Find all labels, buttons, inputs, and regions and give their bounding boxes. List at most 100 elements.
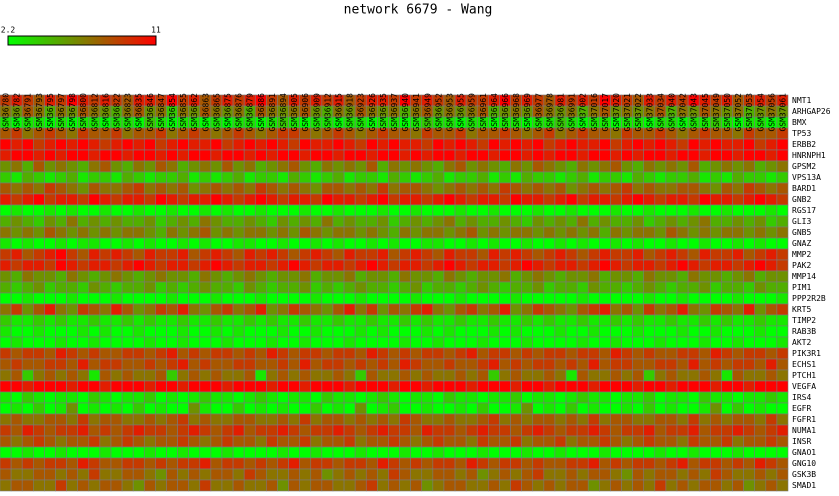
heatmap-cell — [121, 226, 134, 239]
heatmap-cell — [343, 270, 356, 283]
column-label: GSM37034 — [656, 93, 665, 132]
heatmap-cell — [310, 336, 323, 349]
heatmap-cell — [177, 358, 189, 371]
heatmap-cell — [621, 138, 633, 151]
heatmap-cell — [687, 226, 700, 239]
heatmap-cell — [465, 160, 478, 173]
heatmap-cell — [687, 314, 700, 327]
heatmap-cell — [288, 292, 300, 305]
heatmap-cell — [610, 182, 622, 195]
heatmap-cell — [521, 347, 534, 360]
heatmap-cell — [88, 281, 101, 294]
heatmap-cell — [665, 226, 678, 239]
heatmap-cell — [454, 281, 467, 294]
heatmap-cell — [66, 193, 78, 206]
heatmap-cell — [721, 347, 733, 360]
heatmap-cell — [488, 314, 500, 327]
heatmap-cell — [665, 259, 678, 272]
row-label: GNB5 — [792, 228, 811, 237]
heatmap-cell — [776, 435, 789, 448]
heatmap-cell — [676, 468, 689, 481]
heatmap-cell — [610, 314, 622, 327]
heatmap-cell — [0, 402, 12, 415]
heatmap-cell — [254, 193, 267, 206]
heatmap-cell — [499, 380, 511, 393]
heatmap-cell — [454, 182, 467, 195]
heatmap-cell — [188, 479, 201, 492]
row-label: GSK3B — [792, 470, 816, 479]
heatmap-cell — [454, 138, 467, 151]
heatmap-cell — [343, 435, 356, 448]
heatmap-cell — [510, 435, 522, 448]
heatmap-cell — [554, 424, 567, 437]
heatmap-cell — [687, 435, 700, 448]
heatmap-cell — [488, 369, 500, 382]
heatmap-cell — [199, 468, 212, 481]
heatmap-cell — [576, 479, 589, 492]
heatmap-cell — [177, 237, 189, 250]
heatmap-cell — [554, 292, 567, 305]
heatmap-cell — [521, 226, 534, 239]
heatmap-cell — [443, 160, 456, 173]
heatmap-cell — [77, 479, 90, 492]
heatmap-cell — [354, 259, 367, 272]
heatmap-cell — [676, 237, 689, 250]
heatmap-cell — [188, 171, 201, 184]
heatmap-cell — [254, 215, 267, 228]
heatmap-cell — [554, 259, 567, 272]
column-label: GSM36952 — [434, 93, 443, 132]
heatmap-cell — [388, 380, 400, 393]
heatmap-cell — [210, 182, 223, 195]
heatmap-cell — [510, 182, 522, 195]
heatmap-cell — [155, 380, 167, 393]
heatmap-cell — [77, 314, 90, 327]
heatmap-cell — [210, 457, 223, 470]
heatmap-cell — [121, 457, 134, 470]
heatmap-cell — [565, 479, 578, 492]
heatmap-cell — [421, 259, 434, 272]
heatmap-cell — [721, 380, 733, 393]
heatmap-cell — [277, 336, 289, 349]
heatmap-cell — [199, 380, 212, 393]
heatmap-cell — [599, 160, 611, 173]
heatmap-cell — [532, 138, 545, 151]
heatmap-cell — [210, 424, 223, 437]
heatmap-cell — [721, 336, 733, 349]
heatmap-cell — [432, 259, 445, 272]
heatmap-cell — [332, 413, 345, 426]
heatmap-cell — [587, 292, 600, 305]
heatmap-cell — [410, 303, 423, 316]
heatmap-cell — [410, 336, 423, 349]
heatmap-cell — [321, 182, 334, 195]
column-label: GSM36953 — [445, 93, 454, 132]
heatmap-cell — [143, 358, 156, 371]
column-label: GSM36797 — [57, 93, 66, 132]
heatmap-cell — [432, 248, 445, 261]
heatmap-cell — [77, 402, 90, 415]
heatmap-cell — [199, 479, 212, 492]
heatmap-cell — [488, 402, 500, 415]
heatmap-cell — [543, 325, 556, 338]
heatmap-cell — [743, 182, 756, 195]
heatmap-cell — [710, 446, 722, 459]
heatmap-cell — [243, 193, 256, 206]
heatmap-cell — [266, 336, 278, 349]
heatmap-cell — [155, 182, 167, 195]
heatmap-cell — [465, 237, 478, 250]
heatmap-cell — [66, 281, 78, 294]
heatmap-cell — [277, 138, 289, 151]
heatmap-cell — [121, 325, 134, 338]
heatmap-cell — [110, 402, 123, 415]
heatmap-cell — [321, 292, 334, 305]
heatmap-cell — [443, 204, 456, 217]
heatmap-cell — [221, 215, 234, 228]
heatmap-cell — [621, 171, 633, 184]
column-label: GSM36865 — [212, 93, 221, 132]
heatmap-cell — [299, 479, 312, 492]
heatmap-cell — [499, 292, 511, 305]
heatmap-cell — [543, 171, 556, 184]
heatmap-cell — [687, 468, 700, 481]
heatmap-cell — [643, 424, 656, 437]
heatmap-cell — [710, 160, 722, 173]
heatmap-cell — [532, 270, 545, 283]
